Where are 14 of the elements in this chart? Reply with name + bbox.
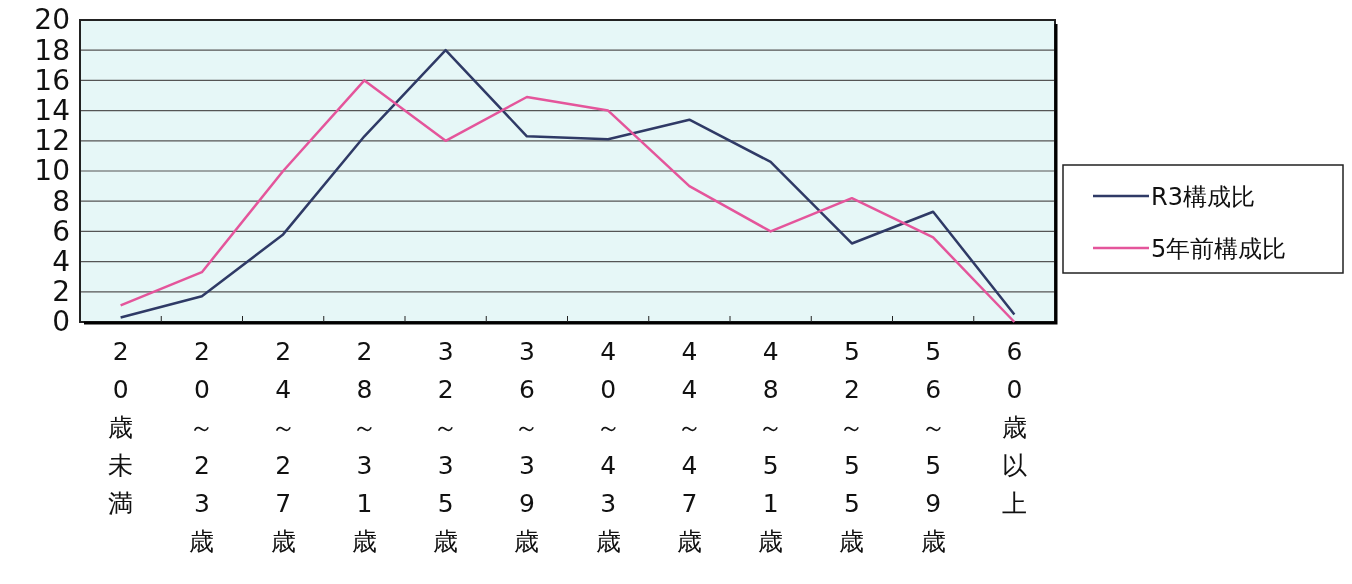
legend-label: 5年前構成比 — [1151, 235, 1287, 263]
x-tick-label: 56～59歳 — [920, 337, 946, 556]
legend-label: R3構成比 — [1151, 183, 1255, 211]
x-tick-label: 20歳未満 — [108, 337, 134, 518]
x-tick-label: 32～35歳 — [433, 337, 459, 556]
x-tick-label: 44～47歳 — [676, 337, 702, 556]
x-tick-label: 24～27歳 — [270, 337, 296, 556]
x-tick-label: 48～51歳 — [758, 337, 784, 556]
x-tick-label: 36～39歳 — [514, 337, 540, 556]
x-tick-label: 60歳以上 — [1001, 337, 1027, 518]
x-tick-label: 28～31歳 — [351, 337, 377, 556]
x-tick-label: 40～43歳 — [595, 337, 621, 556]
x-tick-label: 52～55歳 — [839, 337, 865, 556]
x-tick-label: 20～23歳 — [189, 337, 215, 556]
